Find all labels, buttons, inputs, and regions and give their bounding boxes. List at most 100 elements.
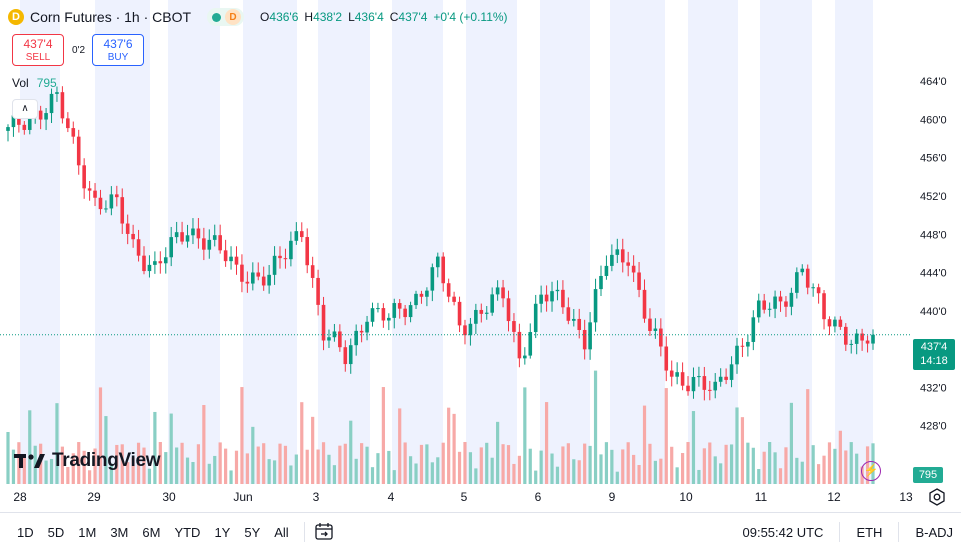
range-1d-button[interactable]: 1D [17, 524, 34, 540]
toolbar-divider [839, 522, 841, 542]
range-1m-button[interactable]: 1M [78, 524, 97, 540]
volume-bar [680, 453, 685, 484]
range-6m-button[interactable]: 6M [142, 524, 161, 540]
volume-bar [300, 402, 304, 484]
volume-bar [185, 457, 190, 484]
candle-body [305, 237, 310, 266]
x-axis-tick-label: 9 [609, 490, 616, 504]
volume-bar [566, 443, 570, 484]
x-axis-tick-label: 30 [162, 490, 176, 504]
volume-bar [98, 387, 103, 484]
market-status-pill[interactable]: D [207, 8, 245, 26]
volume-bar [670, 446, 674, 484]
symbol-icon[interactable]: D [8, 9, 24, 25]
candle-body [631, 265, 636, 273]
calendar-goto-icon[interactable] [313, 522, 335, 542]
volume-bar [653, 460, 657, 484]
volume-bar [757, 469, 761, 484]
volume-bar [838, 430, 842, 484]
candle-body [582, 329, 587, 350]
range-5d-button[interactable]: 5D [47, 524, 65, 540]
candle-body [11, 115, 16, 128]
volume-bar [376, 453, 380, 484]
tradingview-logo[interactable]: TradingView [14, 450, 161, 472]
volume-bar [583, 443, 587, 484]
price-chart[interactable]: 464'0 460'0 456'0 452'0 448'0 444'0 440'0 432'0… [0, 0, 961, 512]
adjustment-toggle[interactable]: B-ADJ [915, 524, 953, 540]
candle-body [185, 235, 190, 242]
candle-body [659, 328, 663, 347]
lightning-icon[interactable]: ⚡ [861, 461, 881, 481]
delayed-data-badge: D [225, 9, 242, 25]
candle-body [604, 265, 609, 276]
volume-bar [506, 445, 511, 484]
candle-body [746, 341, 750, 347]
volume-bar [708, 442, 712, 484]
candle-body [843, 326, 848, 345]
candle-body [800, 268, 805, 273]
volume-bar [572, 459, 576, 484]
volume-bar [175, 447, 179, 484]
volume-bar [28, 410, 32, 484]
volume-bar [60, 446, 65, 484]
candle-body [294, 231, 299, 241]
candle-body [115, 194, 119, 198]
candle-body [827, 319, 832, 327]
volume-bar [468, 452, 473, 484]
volume-bar [316, 449, 320, 484]
y-axis-tick-label: 460'0 [920, 114, 947, 126]
session-toggle[interactable]: ETH [856, 524, 883, 540]
volume-bar [93, 448, 97, 484]
volume-bar [169, 413, 173, 484]
range-all-button[interactable]: All [274, 524, 289, 540]
candle-body [93, 190, 97, 198]
candle-body [517, 331, 522, 359]
volume-bar [686, 442, 690, 484]
high-label: H [304, 10, 314, 24]
volume-bar [202, 405, 206, 484]
gear-icon[interactable] [928, 488, 946, 506]
volume-bar [234, 450, 239, 484]
buy-button[interactable]: 437'6 BUY [92, 34, 144, 66]
volume-bar [822, 455, 826, 484]
range-1y-button[interactable]: 1Y [214, 524, 231, 540]
collapse-legend-button[interactable]: ∧ [12, 99, 38, 119]
sell-button[interactable]: 437'4 SELL [12, 34, 64, 66]
y-axis-tick-label: 448'0 [920, 229, 947, 241]
clock-time[interactable]: 09:55:42 UTC [742, 524, 824, 540]
candle-body [811, 287, 815, 289]
volume-bar [490, 457, 494, 484]
candle-body [387, 317, 391, 321]
candle-body [495, 287, 500, 295]
volume-bar [555, 466, 560, 484]
volume-bar [735, 407, 739, 484]
x-axis-tick-label: 10 [679, 490, 693, 504]
volume-bar [343, 443, 347, 484]
volume-bar [158, 442, 162, 484]
range-3m-button[interactable]: 3M [110, 524, 129, 540]
bar-countdown: 14:18 [920, 355, 948, 367]
candle-body [202, 238, 206, 250]
volume-bar [213, 455, 217, 484]
volume-bar [349, 420, 353, 484]
candle-body [316, 277, 320, 305]
volume-bar [267, 459, 271, 484]
volume-bar [338, 445, 342, 484]
candle-body [348, 345, 353, 365]
candle-body [419, 293, 424, 297]
symbol-title[interactable]: Corn Futures · 1h · CBOT [30, 9, 192, 25]
volume-bar [604, 442, 609, 484]
volume-bar [414, 463, 418, 484]
range-5y-button[interactable]: 5Y [244, 524, 261, 540]
volume-bar [827, 442, 832, 484]
volume-bar [762, 451, 766, 484]
range-ytd-button[interactable]: YTD [174, 524, 201, 540]
y-axis-tick-label: 440'0 [920, 306, 947, 318]
candle-body [707, 389, 712, 391]
volume-legend[interactable]: Vol 795 [12, 76, 57, 90]
candle-body [408, 305, 413, 318]
candle-body [506, 298, 511, 322]
volume-bar [321, 442, 326, 484]
volume-bar [463, 442, 467, 484]
candle-body [430, 267, 435, 291]
